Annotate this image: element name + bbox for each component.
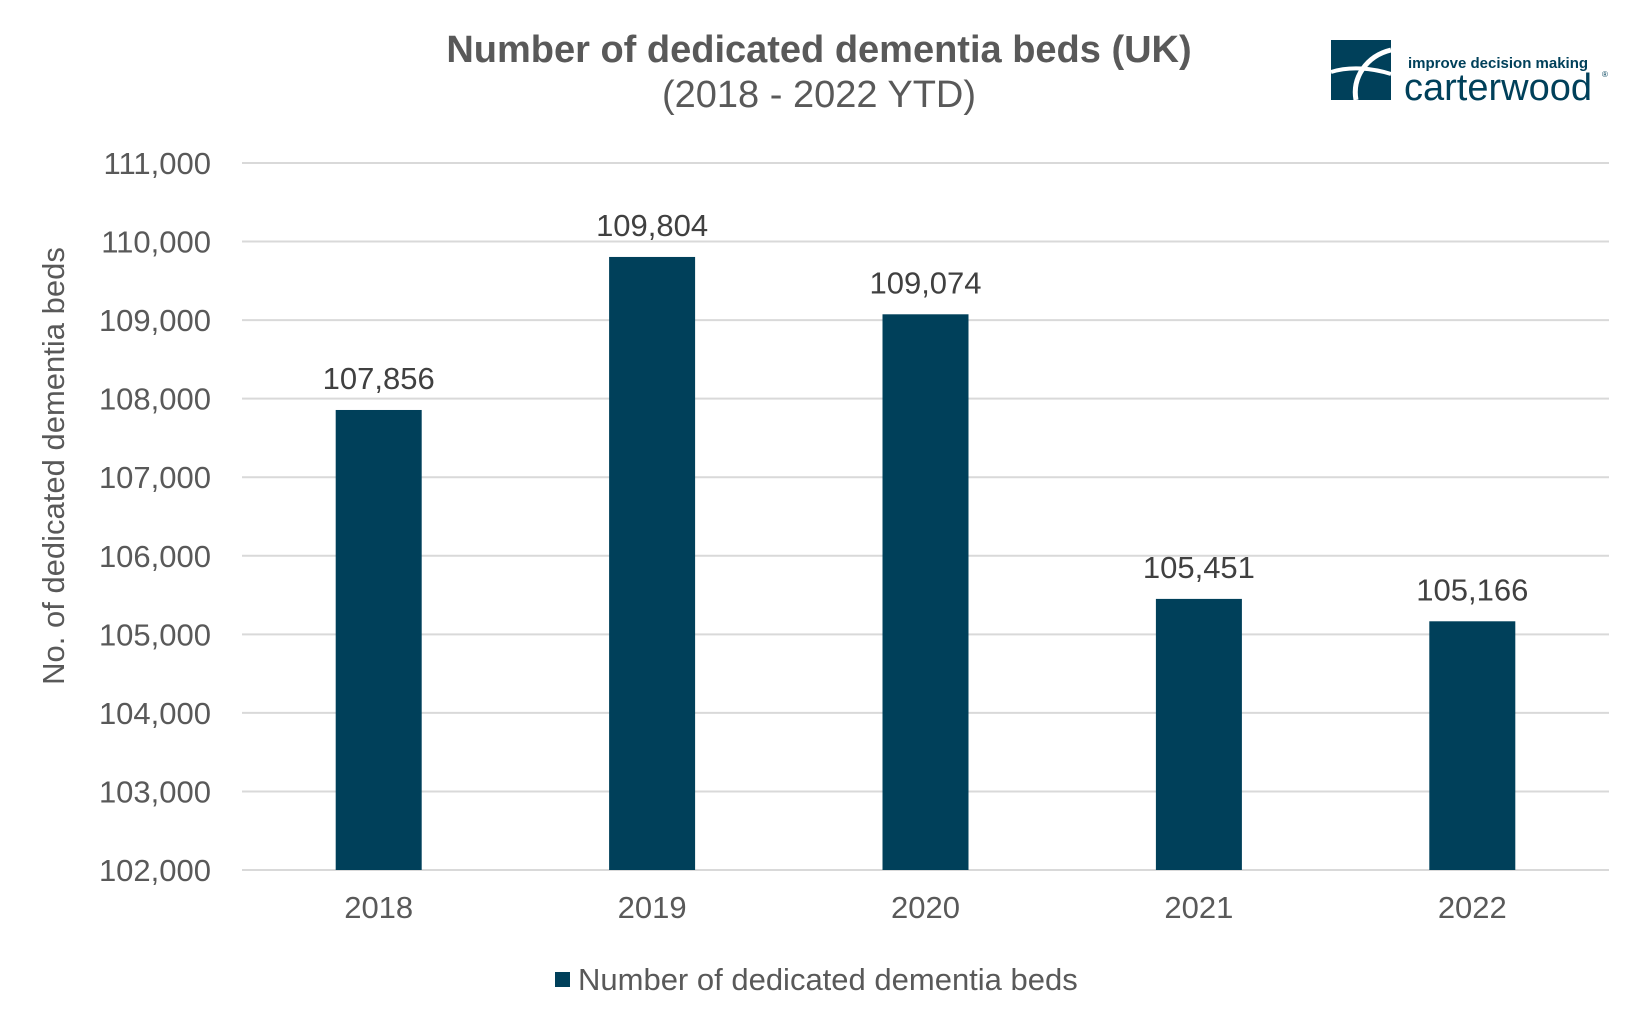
x-tick-label-2019: 2019 <box>618 890 687 925</box>
legend: Number of dedicated dementia beds <box>555 962 1078 997</box>
x-tick-label-2020: 2020 <box>891 890 960 925</box>
y-tick-label: 103,000 <box>99 774 211 809</box>
x-tick-label-2018: 2018 <box>344 890 413 925</box>
data-labels: 107,856 109,804 109,074 105,451 105,166 <box>323 208 1529 607</box>
data-label-2019: 109,804 <box>596 208 708 243</box>
logo-wordmark: carterwood <box>1404 67 1592 109</box>
logo-registered-mark: ® <box>1602 70 1608 79</box>
y-axis-ticks: 102,000 103,000 104,000 105,000 106,000 107,0… <box>99 146 211 888</box>
logo: improve decision making carterwood ® <box>1330 40 1608 109</box>
bar-2022 <box>1429 621 1516 870</box>
x-axis-ticks: 2018 2019 2020 2021 2022 <box>344 890 1507 925</box>
bars <box>335 256 1516 871</box>
legend-swatch <box>555 972 570 987</box>
legend-label: Number of dedicated dementia beds <box>578 962 1078 997</box>
data-label-2021: 105,451 <box>1143 550 1255 585</box>
y-tick-label: 109,000 <box>99 303 211 338</box>
logo-tagline: improve decision making <box>1408 55 1588 72</box>
y-axis-title: No. of dedicated dementia beds <box>36 247 71 685</box>
y-tick-label: 110,000 <box>101 225 211 260</box>
y-tick-label: 102,000 <box>99 853 211 888</box>
x-tick-label-2022: 2022 <box>1438 890 1507 925</box>
chart-title: Number of dedicated dementia beds (UK) <box>446 29 1191 71</box>
data-label-2018: 107,856 <box>323 361 435 396</box>
data-label-2022: 105,166 <box>1416 572 1528 607</box>
y-tick-label: 104,000 <box>99 696 211 731</box>
y-tick-label: 111,000 <box>104 146 211 181</box>
bar-2020 <box>882 314 969 871</box>
carterwood-logo-icon <box>1330 40 1392 101</box>
chart-subtitle: (2018 - 2022 YTD) <box>662 74 976 116</box>
x-tick-label-2021: 2021 <box>1164 890 1233 925</box>
bar-2018 <box>335 409 422 870</box>
bar-2021 <box>1155 598 1242 870</box>
y-tick-label: 106,000 <box>99 539 211 574</box>
data-label-2020: 109,074 <box>869 265 981 300</box>
y-tick-label: 105,000 <box>99 617 211 652</box>
y-tick-label: 107,000 <box>99 460 211 495</box>
bar-2019 <box>609 256 696 870</box>
y-tick-label: 108,000 <box>99 382 211 417</box>
